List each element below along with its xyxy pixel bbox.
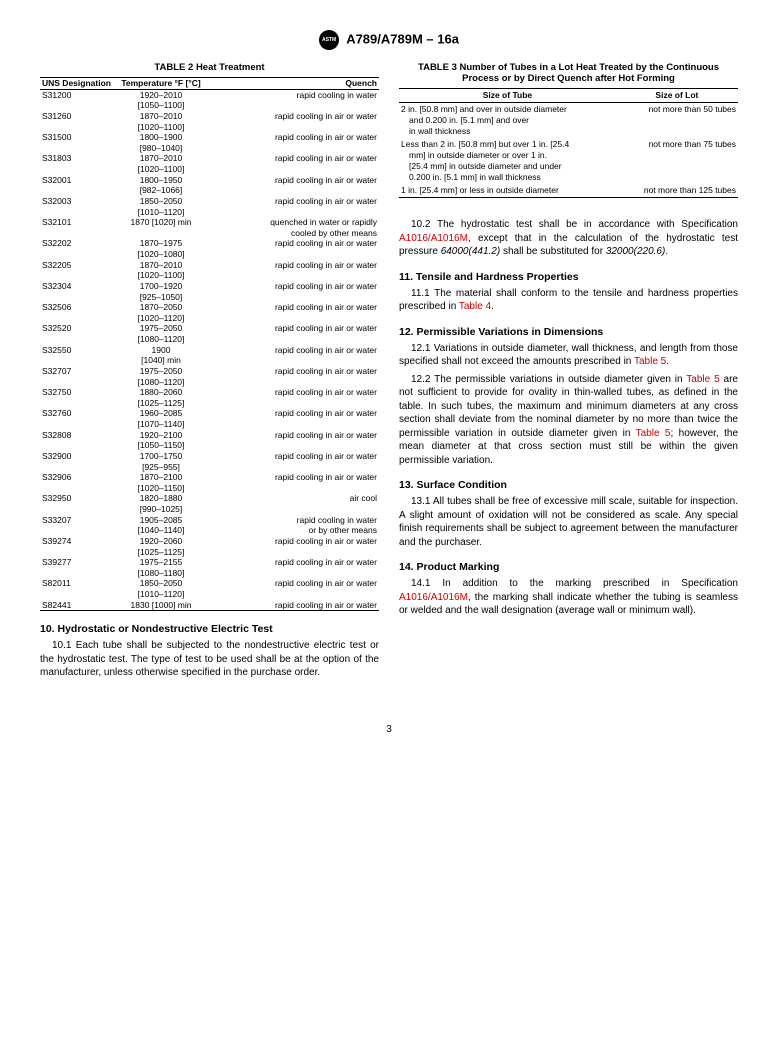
- two-column-layout: TABLE 2 Heat Treatment UNS Designation T…: [40, 62, 738, 684]
- table-row: 2 in. [50.8 mm] and over in outside diam…: [399, 103, 738, 139]
- table-row: S318031870–2010rapid cooling in air or w…: [40, 153, 379, 164]
- table-row: S392741920–2060rapid cooling in air or w…: [40, 536, 379, 547]
- table-row: S325201975–2050rapid cooling in air or w…: [40, 323, 379, 334]
- para-11-1: 11.1 The material shall conform to the t…: [399, 287, 738, 314]
- table-row: [925–955]: [40, 462, 379, 473]
- table-row: S329001700–1750rapid cooling in air or w…: [40, 451, 379, 462]
- para-10-2: 10.2 The hydrostatic test shall be in ac…: [399, 218, 738, 259]
- link-a1016[interactable]: A1016/A1016M: [399, 233, 468, 244]
- table-row: S820111850–2050rapid cooling in air or w…: [40, 578, 379, 589]
- table-row: S315001800–1900rapid cooling in air or w…: [40, 132, 379, 143]
- table-row: [1020–1120]: [40, 313, 379, 324]
- table2-header-quench: Quench: [208, 78, 379, 90]
- para-10-1: 10.1 Each tube shall be subjected to the…: [40, 639, 379, 680]
- table-row: [980–1040]: [40, 143, 379, 154]
- table-row: [1020–1100]: [40, 122, 379, 133]
- table-row: [982–1066]: [40, 185, 379, 196]
- link-table4[interactable]: Table 4: [459, 301, 491, 312]
- table-row: [1020–1080]: [40, 249, 379, 260]
- table-row: S824411830 [1000] minrapid cooling in ai…: [40, 600, 379, 611]
- table-row: [1010–1120]: [40, 207, 379, 218]
- link-table5-3[interactable]: Table 5: [636, 428, 671, 439]
- table-row: [1010–1120]: [40, 589, 379, 600]
- table2-caption: TABLE 2 Heat Treatment: [40, 62, 379, 73]
- table-row: S329061870–2100rapid cooling in air or w…: [40, 472, 379, 483]
- table-row: [1080–1120]: [40, 377, 379, 388]
- table-row: [1025–1125]: [40, 547, 379, 558]
- table3-header-size: Size of Tube: [399, 89, 616, 103]
- table-row: [1025–1125]: [40, 398, 379, 409]
- table3-lot-sizes: Size of Tube Size of Lot 2 in. [50.8 mm]…: [399, 88, 738, 198]
- table-row: [925–1050]: [40, 292, 379, 303]
- right-column: TABLE 3 Number of Tubes in a Lot Heat Tr…: [399, 62, 738, 684]
- table-row: S392771975–2155rapid cooling in air or w…: [40, 557, 379, 568]
- document-header: A789/A789M – 16a: [40, 30, 738, 50]
- table-row: [1020–1100]: [40, 164, 379, 175]
- table-row: 1 in. [25.4 mm] or less in outside diame…: [399, 184, 738, 198]
- table-row: S325061870–2050rapid cooling in air or w…: [40, 302, 379, 313]
- para-12-2: 12.2 The permissible variations in outsi…: [399, 373, 738, 468]
- table-row: cooled by other means: [40, 228, 379, 239]
- table3-header-lot: Size of Lot: [616, 89, 738, 103]
- table-row: [1080–1120]: [40, 334, 379, 345]
- table3-caption: TABLE 3 Number of Tubes in a Lot Heat Tr…: [399, 62, 738, 84]
- table-row: S320011800–1950rapid cooling in air or w…: [40, 175, 379, 186]
- table-row: S327501880–2060rapid cooling in air or w…: [40, 387, 379, 398]
- section-13-title: 13. Surface Condition: [399, 479, 738, 491]
- table-row: [1050–1100]: [40, 100, 379, 111]
- page-number: 3: [40, 724, 738, 735]
- table-row: S327601960–2085rapid cooling in air or w…: [40, 408, 379, 419]
- table-row: S332071905–2085rapid cooling in water: [40, 515, 379, 526]
- para-12-1: 12.1 Variations in outside diameter, wal…: [399, 342, 738, 369]
- left-column: TABLE 2 Heat Treatment UNS Designation T…: [40, 62, 379, 684]
- table2-header-temp: Temperature °F [°C]: [114, 78, 208, 90]
- table-row: S322021870–1975rapid cooling in air or w…: [40, 238, 379, 249]
- table2-header-uns: UNS Designation: [40, 78, 114, 90]
- table-row: S327071975–2050rapid cooling in air or w…: [40, 366, 379, 377]
- table-row: S323041700–1920rapid cooling in air or w…: [40, 281, 379, 292]
- link-table5-2[interactable]: Table 5: [686, 374, 719, 385]
- table-row: [1040] min: [40, 355, 379, 366]
- link-table5-1[interactable]: Table 5: [634, 356, 666, 367]
- table-row: [1080–1180]: [40, 568, 379, 579]
- table-row: S325501900rapid cooling in air or water: [40, 345, 379, 356]
- section-14-title: 14. Product Marking: [399, 561, 738, 573]
- astm-logo: [319, 30, 339, 50]
- table-row: Less than 2 in. [50.8 mm] but over 1 in.…: [399, 138, 738, 184]
- para-13-1: 13.1 All tubes shall be free of excessiv…: [399, 495, 738, 549]
- table-row: S322051870–2010rapid cooling in air or w…: [40, 260, 379, 271]
- table-row: S328081920–2100rapid cooling in air or w…: [40, 430, 379, 441]
- table-row: S329501820–1880air cool: [40, 493, 379, 504]
- designation: A789/A789M – 16a: [346, 31, 459, 46]
- table-row: [1020–1100]: [40, 270, 379, 281]
- section-12-title: 12. Permissible Variations in Dimensions: [399, 326, 738, 338]
- table-row: S321011870 [1020] minquenched in water o…: [40, 217, 379, 228]
- link-a1016-2[interactable]: A1016/A1016M: [399, 592, 468, 603]
- table-row: [1020–1150]: [40, 483, 379, 494]
- table-row: S312601870–2010rapid cooling in air or w…: [40, 111, 379, 122]
- table-row: S320031850–2050rapid cooling in air or w…: [40, 196, 379, 207]
- table-row: [1040–1140]or by other means: [40, 525, 379, 536]
- section-10-title: 10. Hydrostatic or Nondestructive Electr…: [40, 623, 379, 635]
- para-14-1: 14.1 In addition to the marking prescrib…: [399, 577, 738, 618]
- section-11-title: 11. Tensile and Hardness Properties: [399, 271, 738, 283]
- table-row: [1070–1140]: [40, 419, 379, 430]
- table-row: [990–1025]: [40, 504, 379, 515]
- table2-heat-treatment: UNS Designation Temperature °F [°C] Quen…: [40, 77, 379, 611]
- table-row: [1050–1150]: [40, 440, 379, 451]
- table-row: S312001920–2010rapid cooling in water: [40, 89, 379, 100]
